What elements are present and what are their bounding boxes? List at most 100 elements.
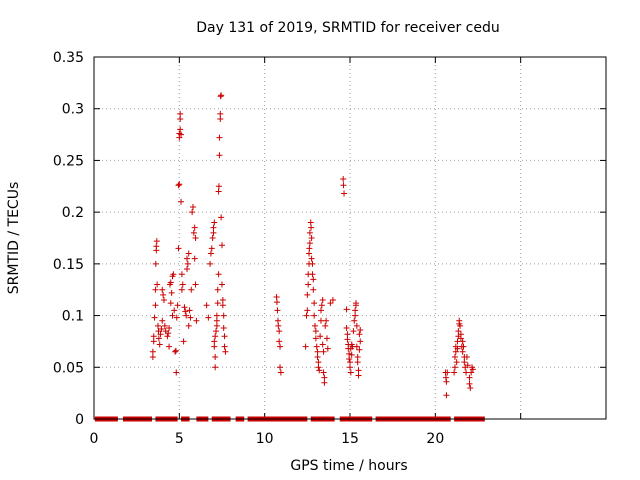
data-point <box>160 291 167 298</box>
data-point <box>304 307 311 314</box>
data-point <box>451 369 458 376</box>
data-point <box>306 250 313 257</box>
data-point <box>152 260 159 267</box>
data-point <box>310 276 317 283</box>
data-point <box>313 343 320 350</box>
y-axis-label: SRMTID / TECUs <box>6 182 22 295</box>
data-point <box>178 131 185 138</box>
data-point <box>275 322 282 329</box>
data-point <box>353 322 360 329</box>
data-point <box>212 353 219 360</box>
data-point <box>356 331 363 338</box>
data-point <box>311 300 318 307</box>
data-point <box>159 286 166 293</box>
data-point <box>183 312 190 319</box>
data-point <box>316 367 323 374</box>
data-point <box>306 245 313 252</box>
x-tick-label: 15 <box>341 431 359 447</box>
data-point <box>309 260 316 267</box>
x-tick-label: 10 <box>256 431 274 447</box>
data-point <box>211 219 218 226</box>
data-point <box>312 335 319 342</box>
data-point <box>215 183 222 190</box>
data-point <box>312 322 319 329</box>
data-point <box>355 372 362 379</box>
data-point <box>317 317 324 324</box>
data-point <box>309 271 316 278</box>
data-point <box>184 255 191 262</box>
data-point <box>357 338 364 345</box>
data-point <box>213 322 220 329</box>
data-point <box>274 307 281 314</box>
data-point <box>467 384 474 391</box>
data-point <box>306 229 313 236</box>
data-point <box>211 343 218 350</box>
data-point <box>191 255 198 262</box>
data-point <box>151 314 158 321</box>
data-point <box>311 312 318 319</box>
data-point <box>456 317 463 324</box>
data-point <box>461 359 468 366</box>
data-point <box>466 374 473 381</box>
data-point <box>217 116 224 123</box>
data-point <box>277 343 284 350</box>
data-point <box>454 345 461 352</box>
data-point <box>463 353 470 360</box>
data-point <box>168 289 175 296</box>
data-point <box>173 314 180 321</box>
data-point <box>315 359 322 366</box>
data-point <box>324 345 331 352</box>
data-point <box>153 238 160 245</box>
data-point <box>302 343 309 350</box>
data-point <box>276 338 283 345</box>
x-tick-label: 20 <box>426 431 444 447</box>
data-point <box>344 331 351 338</box>
data-point <box>210 224 217 231</box>
data-point <box>149 348 156 355</box>
data-point <box>157 331 164 338</box>
data-point <box>312 328 319 335</box>
data-point <box>320 348 327 355</box>
data-point <box>352 307 359 314</box>
data-point <box>323 317 330 324</box>
data-points <box>149 92 476 399</box>
data-point <box>213 317 220 324</box>
data-point <box>460 343 467 350</box>
data-point <box>170 271 177 278</box>
data-point <box>178 271 185 278</box>
data-point <box>457 335 464 342</box>
data-point <box>443 378 450 385</box>
data-point <box>177 116 184 123</box>
data-point <box>166 324 173 331</box>
data-point <box>169 312 176 319</box>
data-point <box>156 341 163 348</box>
data-point <box>155 322 161 329</box>
data-point <box>317 307 324 314</box>
data-point <box>149 353 156 360</box>
data-point <box>214 286 221 293</box>
data-point <box>304 291 311 298</box>
data-point <box>310 286 317 293</box>
data-point <box>348 351 355 358</box>
data-point <box>274 317 281 324</box>
data-point <box>306 240 313 247</box>
data-point <box>452 348 459 355</box>
data-point <box>220 312 227 319</box>
data-point <box>208 245 215 252</box>
data-point <box>352 312 359 319</box>
data-point <box>178 286 185 293</box>
data-point <box>209 235 216 241</box>
data-point <box>343 306 350 313</box>
data-point <box>219 297 226 304</box>
data-point <box>308 255 315 262</box>
data-point <box>350 328 357 335</box>
data-point <box>221 343 228 350</box>
data-point <box>176 181 183 188</box>
data-point <box>160 297 167 304</box>
data-point <box>305 281 312 288</box>
data-point <box>158 326 165 333</box>
y-tick-label: 0.15 <box>53 257 84 273</box>
data-point <box>457 322 464 329</box>
data-point <box>273 293 280 300</box>
